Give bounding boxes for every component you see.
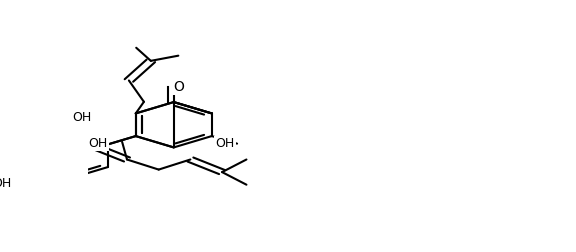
Text: OH: OH (89, 137, 108, 150)
Text: OH: OH (0, 177, 12, 190)
Text: O: O (173, 80, 184, 94)
Text: OH: OH (215, 137, 234, 150)
Text: OH: OH (73, 111, 92, 124)
